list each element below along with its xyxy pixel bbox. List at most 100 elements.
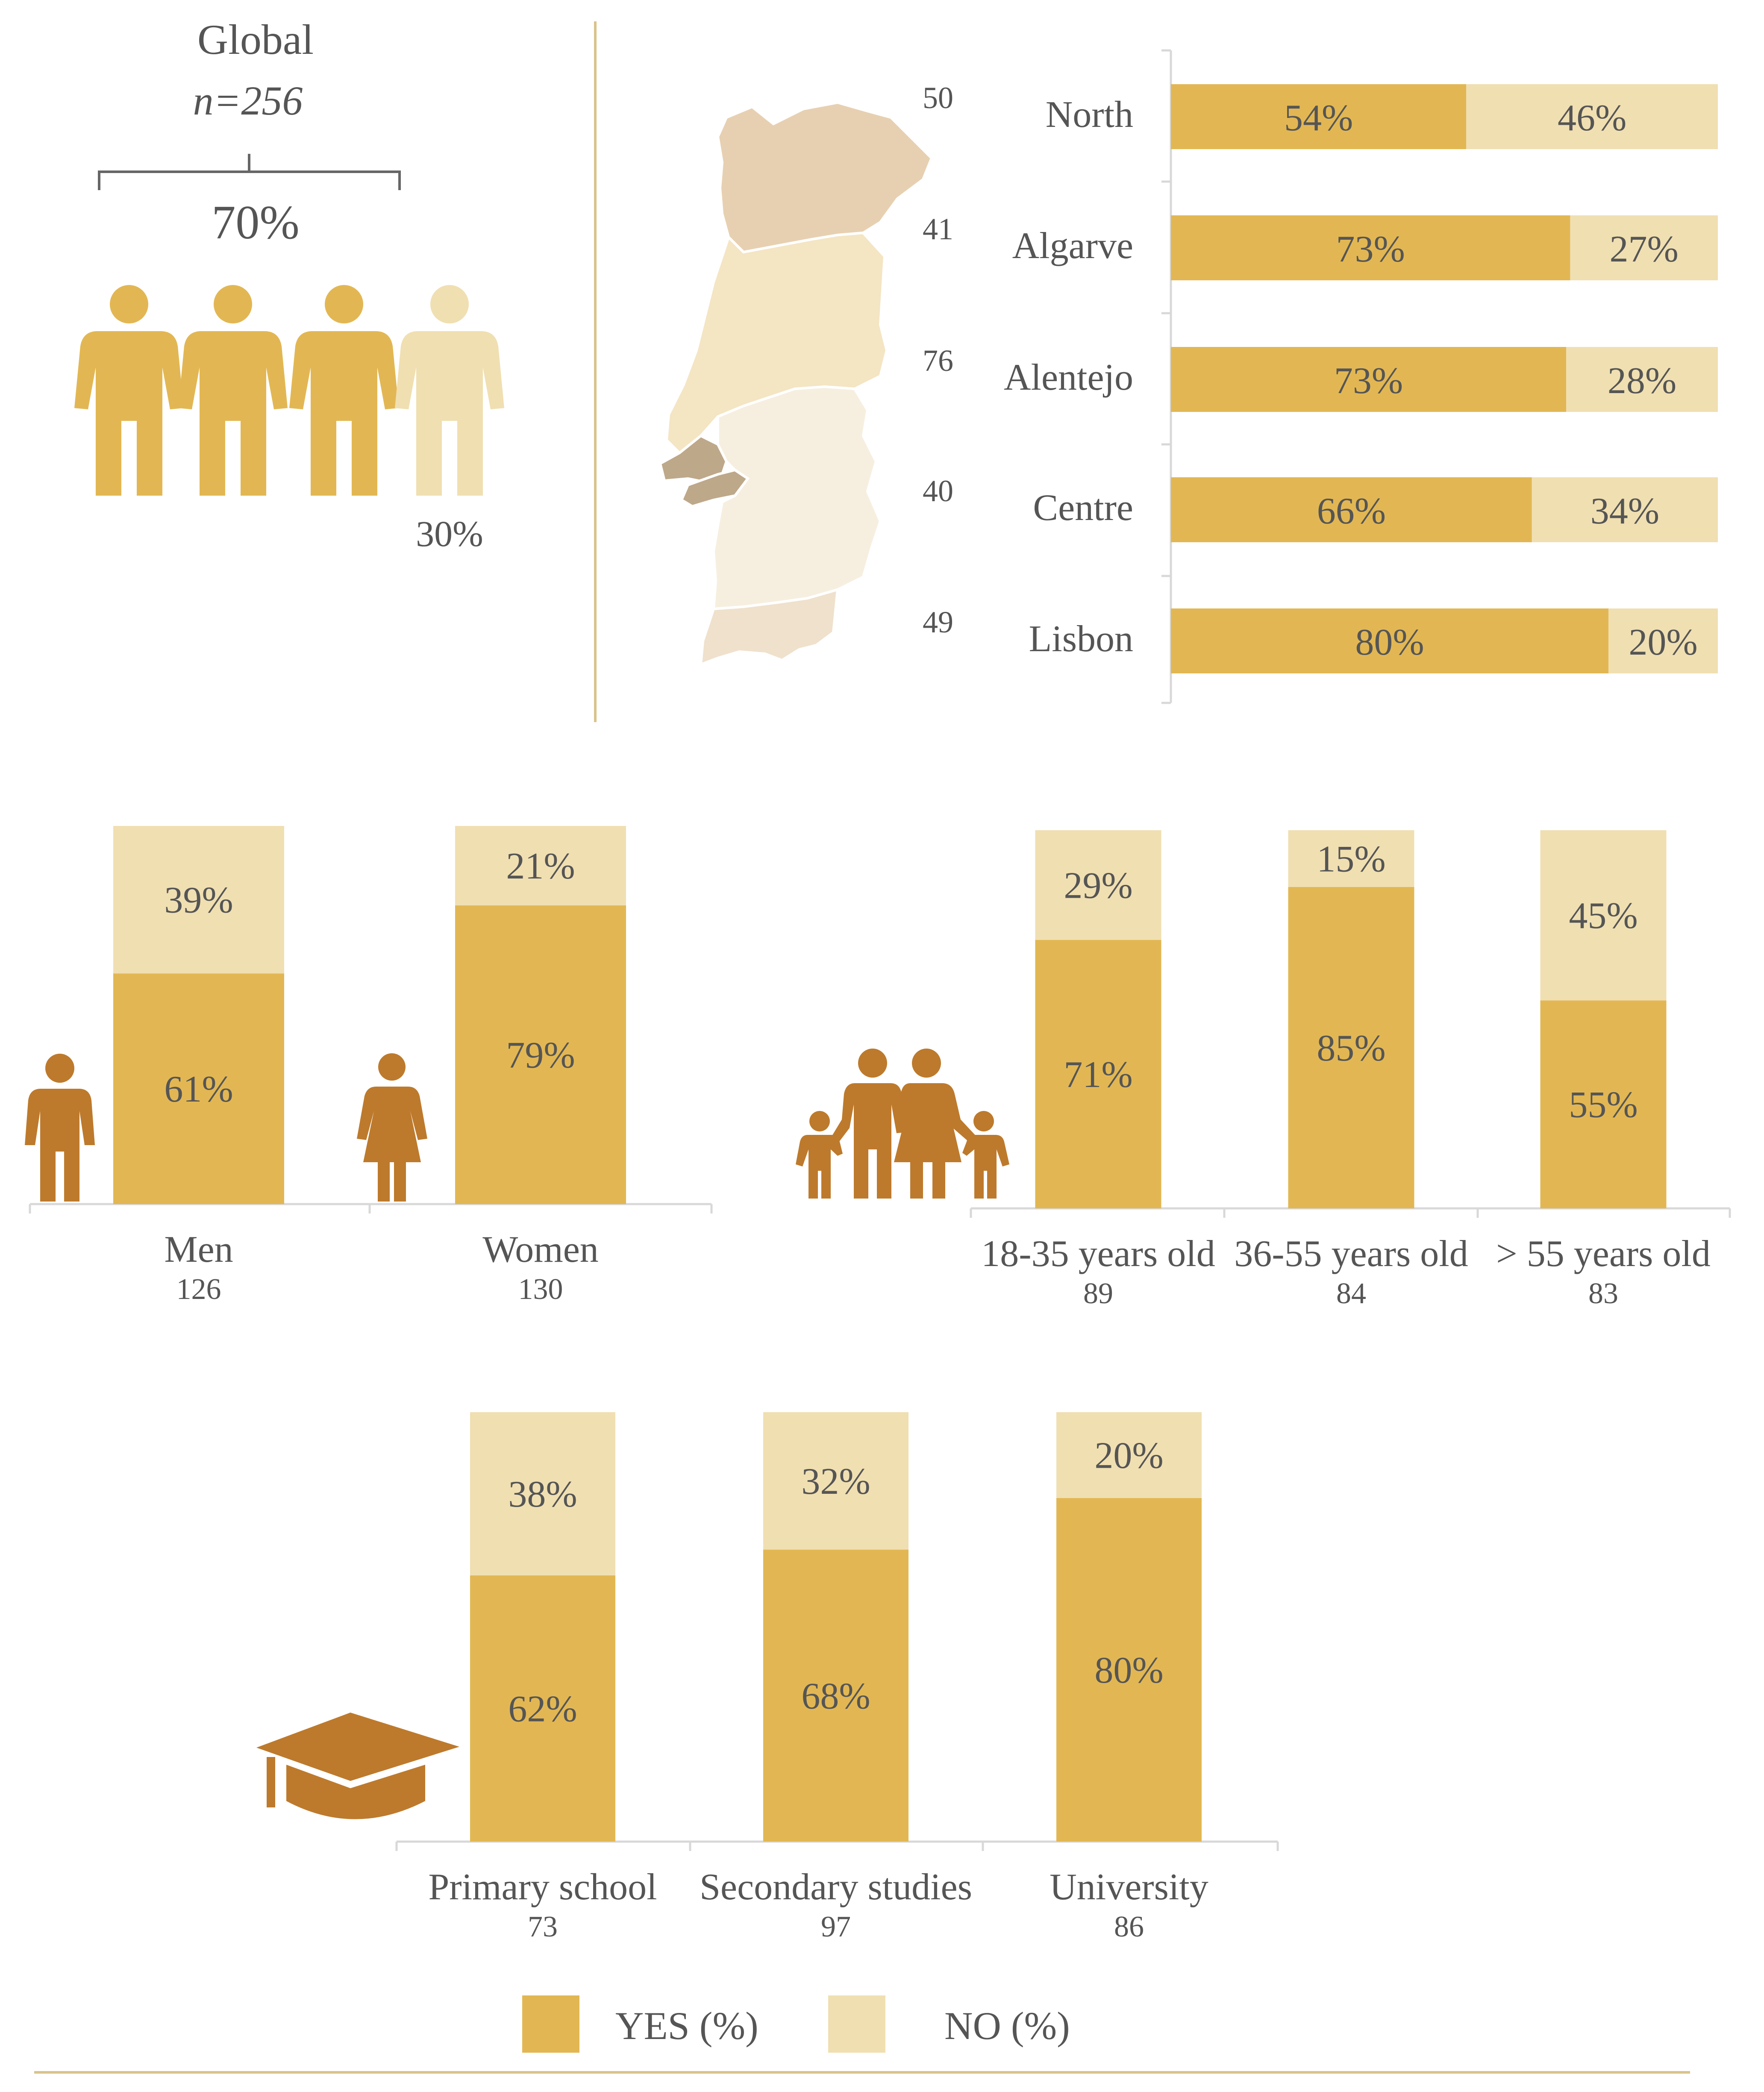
data-label-yes: 55% [1569, 1084, 1638, 1126]
legend-yes-label: YES (%) [615, 2004, 759, 2048]
category-label: Algarve [1012, 225, 1133, 267]
data-label-no: 39% [164, 880, 233, 921]
person-icon [178, 285, 288, 496]
person-icon [74, 285, 184, 496]
data-label-yes: 68% [801, 1675, 870, 1717]
sample-size-label: 40 [923, 474, 953, 508]
bar-no [113, 826, 284, 974]
sample-size-label: 83 [1588, 1277, 1618, 1310]
data-label-no: 38% [508, 1474, 577, 1515]
data-label-yes: 62% [508, 1688, 577, 1730]
data-label-no: 46% [1558, 97, 1626, 139]
legend-no-swatch [828, 1995, 885, 2053]
data-label-yes: 66% [1317, 491, 1386, 532]
category-label: Lisbon [1029, 618, 1133, 660]
data-label-yes: 80% [1355, 622, 1424, 663]
map-region-algarve [699, 588, 839, 667]
category-label: University [1050, 1866, 1208, 1908]
data-label-yes: 80% [1094, 1650, 1163, 1691]
sample-size-label: 73 [528, 1910, 558, 1943]
bar-yes [1171, 608, 1608, 673]
bar-no [1540, 830, 1667, 1001]
category-label: 36-55 years old [1234, 1233, 1468, 1275]
data-label-no: 29% [1064, 865, 1132, 906]
bar-yes [1171, 215, 1570, 280]
data-label-no: 27% [1610, 229, 1679, 270]
sample-size-label: 76 [923, 344, 953, 378]
bar-yes [455, 905, 626, 1204]
bar-no [470, 1412, 615, 1575]
legend-yes-swatch [522, 1995, 579, 2053]
bar-yes [763, 1549, 908, 1842]
bar-no [1566, 347, 1718, 412]
bar-no [1466, 84, 1718, 149]
data-label-no: 28% [1608, 360, 1676, 402]
data-label-yes: 79% [506, 1034, 575, 1076]
global-no-label: 30% [416, 513, 483, 554]
category-label: > 55 years old [1496, 1233, 1711, 1275]
sample-size-label: 49 [923, 605, 953, 639]
bar-yes [1540, 1000, 1667, 1208]
bar-yes [1288, 887, 1414, 1208]
category-label: Men [164, 1229, 233, 1270]
bar-no [455, 826, 626, 905]
data-label-no: 45% [1569, 895, 1638, 937]
category-label: Women [482, 1229, 599, 1270]
data-label-yes: 73% [1336, 229, 1405, 270]
global-title: Global [197, 16, 314, 63]
regions-chart: 54% 46% North 50 73% 27% Algarve 41 73% 28% Alente… [923, 49, 1718, 704]
global-n-label: n=256 [193, 78, 303, 123]
data-label-no: 15% [1317, 838, 1385, 880]
bar-yes [1171, 347, 1567, 412]
sample-size-label: 50 [923, 81, 953, 115]
data-label-yes: 73% [1334, 360, 1403, 402]
people-row [74, 285, 504, 496]
data-label-yes: 71% [1064, 1054, 1132, 1096]
category-label: Alentejo [1004, 357, 1133, 398]
family-icon [796, 1049, 1009, 1199]
data-label-no: 20% [1094, 1435, 1163, 1477]
person-icon [289, 285, 399, 496]
sample-size-label: 41 [923, 212, 953, 246]
graduation-cap-icon [256, 1713, 459, 1819]
bar-no [1056, 1412, 1202, 1498]
bar-no [1288, 830, 1414, 887]
map-region-alentejo [712, 385, 882, 611]
bar-no [1532, 477, 1718, 542]
bar-no [763, 1412, 908, 1550]
man-icon [25, 1054, 95, 1202]
bar-yes [1171, 84, 1467, 149]
sample-size-label: 130 [518, 1273, 563, 1306]
map-region-north [716, 101, 933, 254]
data-label-no: 34% [1591, 491, 1659, 532]
data-label-yes: 54% [1284, 97, 1353, 139]
legend-no-label: NO (%) [944, 2004, 1070, 2048]
bar-no [1608, 608, 1718, 673]
category-label: North [1046, 94, 1133, 135]
bar-yes [1171, 477, 1532, 542]
category-label: Secondary studies [700, 1866, 972, 1908]
bar-no [1570, 215, 1718, 280]
bar-yes [1056, 1498, 1202, 1842]
bar-yes [470, 1575, 615, 1842]
category-label: Centre [1033, 487, 1133, 529]
sample-size-label: 86 [1114, 1910, 1144, 1943]
data-label-no: 32% [801, 1461, 870, 1502]
global-panel: Global n=256 70% 30% [74, 16, 504, 554]
bar-yes [113, 973, 284, 1204]
data-label-no: 20% [1629, 622, 1697, 663]
category-label: 18-35 years old [981, 1233, 1215, 1275]
portugal-map [659, 101, 933, 667]
woman-icon [357, 1053, 427, 1202]
data-label-yes: 61% [164, 1069, 233, 1110]
legend: YES (%) NO (%) [522, 1995, 1070, 2053]
person-icon [395, 285, 504, 496]
bar-yes [1035, 940, 1161, 1208]
global-yes-label: 70% [212, 196, 299, 249]
sample-size-label: 97 [821, 1910, 851, 1943]
category-label: Primary school [428, 1866, 657, 1908]
sample-size-label: 89 [1083, 1277, 1113, 1310]
